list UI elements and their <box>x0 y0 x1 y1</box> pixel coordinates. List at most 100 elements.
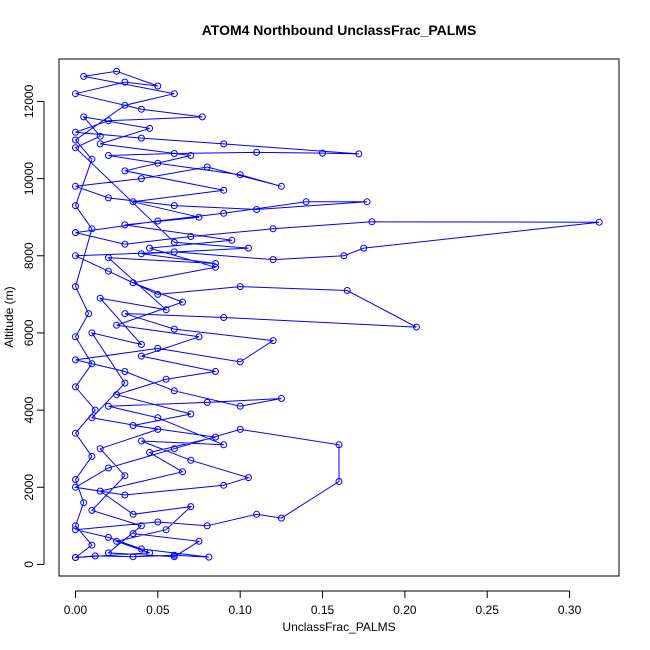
x-tick-label: 0.30 <box>558 603 582 617</box>
data-point <box>220 314 228 321</box>
data-point <box>236 358 244 366</box>
data-point <box>170 248 178 256</box>
data-point <box>72 202 79 210</box>
data-point <box>335 441 343 449</box>
data-point <box>72 229 79 237</box>
data-point <box>170 238 178 246</box>
data-point <box>88 155 96 163</box>
data-point <box>220 209 228 217</box>
data-point <box>154 82 162 90</box>
data-point <box>113 391 121 399</box>
data-point <box>146 549 154 557</box>
data-point <box>203 522 211 530</box>
data-point <box>121 310 129 318</box>
data-point <box>236 402 244 410</box>
data-point <box>187 233 195 240</box>
data-point <box>319 149 326 157</box>
y-tick-label: 8000 <box>22 242 36 269</box>
data-point <box>277 182 285 190</box>
data-point <box>72 333 79 341</box>
y-tick-label: 4000 <box>22 396 36 423</box>
y-tick-label: 0 <box>22 561 36 568</box>
data-point <box>179 298 186 306</box>
data-point <box>170 90 178 98</box>
data-point <box>253 510 261 518</box>
data-point <box>121 379 129 387</box>
data-point <box>162 306 170 314</box>
y-axis-label: Altitude (m) <box>2 286 16 347</box>
data-point <box>88 329 96 337</box>
data-point <box>72 128 79 136</box>
data-point <box>121 472 129 480</box>
data-point <box>129 279 137 287</box>
data-point <box>88 452 96 460</box>
data-point <box>88 506 96 514</box>
data-point <box>302 198 310 206</box>
data-point <box>72 526 79 534</box>
data-point <box>72 522 79 530</box>
series-line <box>73 70 600 559</box>
data-point <box>72 429 79 437</box>
data-point <box>212 260 219 267</box>
data-point <box>244 244 252 252</box>
data-point <box>269 337 277 345</box>
data-point <box>72 144 79 152</box>
data-point <box>220 140 228 148</box>
data-point <box>170 325 178 333</box>
data-point <box>91 406 99 414</box>
x-axis: 0.00 0.05 0.10 0.15 0.20 0.25 0.30 <box>64 590 582 617</box>
data-point <box>162 526 170 534</box>
data-point <box>154 414 162 422</box>
data-point <box>96 445 104 453</box>
data-point <box>236 283 244 291</box>
data-point <box>277 395 285 402</box>
data-point <box>96 132 104 140</box>
data-point <box>253 206 261 213</box>
data-point <box>72 483 79 491</box>
data-point <box>121 221 129 229</box>
data-point <box>187 410 195 418</box>
data-point <box>195 333 203 341</box>
x-axis-label: UnclassFrac_PALMS <box>282 620 395 634</box>
data-point <box>154 159 162 167</box>
data-point <box>343 287 351 294</box>
data-point <box>113 321 121 329</box>
y-tick-label: 2000 <box>22 474 36 501</box>
data-point <box>277 514 285 522</box>
data-point <box>80 499 88 507</box>
data-point <box>228 236 236 244</box>
data-point <box>236 171 244 179</box>
data-point <box>220 481 228 489</box>
data-point <box>113 537 121 545</box>
series-lines <box>73 70 600 559</box>
data-point <box>170 387 178 395</box>
data-point <box>129 510 137 518</box>
data-point <box>368 218 376 226</box>
x-tick-label: 0.20 <box>393 603 417 617</box>
data-point <box>198 113 206 121</box>
data-point <box>104 194 112 202</box>
data-point <box>72 356 79 364</box>
data-point <box>154 344 162 352</box>
data-point <box>269 225 277 233</box>
data-point <box>212 263 219 271</box>
data-point <box>88 414 96 422</box>
x-tick-label: 0.15 <box>311 603 335 617</box>
data-point <box>269 256 277 264</box>
data-point <box>335 478 343 485</box>
data-point <box>72 383 79 391</box>
data-point <box>170 553 178 561</box>
data-point <box>137 437 145 445</box>
data-point <box>72 136 79 144</box>
x-tick-label: 0.00 <box>64 603 88 617</box>
data-point <box>137 175 145 183</box>
data-point <box>205 553 213 561</box>
data-point <box>72 252 79 260</box>
data-point <box>212 368 219 375</box>
x-tick-label: 0.05 <box>146 603 170 617</box>
data-point <box>253 148 261 156</box>
data-point <box>129 198 137 206</box>
plot-area-border <box>58 58 620 577</box>
data-point <box>360 244 368 252</box>
